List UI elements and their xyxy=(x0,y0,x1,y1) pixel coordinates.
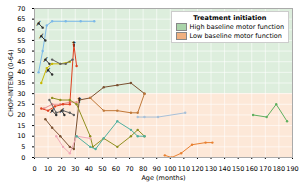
svg-text:80: 80 xyxy=(139,165,147,173)
svg-text:90: 90 xyxy=(153,165,161,173)
svg-text:30: 30 xyxy=(71,165,79,173)
svg-text:100: 100 xyxy=(164,165,176,173)
svg-text:60: 60 xyxy=(17,26,25,34)
html-text:High baseline motor function: High baseline motor function xyxy=(189,22,284,31)
svg-text:25: 25 xyxy=(17,100,25,108)
svg-text:60: 60 xyxy=(112,165,120,173)
svg-text:/: / xyxy=(39,32,45,41)
svg-text:160: 160 xyxy=(246,165,258,173)
svg-text:180: 180 xyxy=(273,165,285,173)
svg-text:30: 30 xyxy=(17,90,25,98)
svg-text:↑: ↑ xyxy=(76,96,83,105)
svg-text:0: 0 xyxy=(32,165,36,173)
svg-text:110: 110 xyxy=(178,165,190,173)
svg-text:10: 10 xyxy=(17,132,25,140)
svg-text:50: 50 xyxy=(17,47,25,55)
svg-text:35: 35 xyxy=(17,79,25,87)
svg-text:20: 20 xyxy=(58,165,66,173)
svg-text:0: 0 xyxy=(21,154,25,162)
svg-text:CHOP-INTEND (0-64): CHOP-INTEND (0-64) xyxy=(7,49,15,116)
svg-text:40: 40 xyxy=(17,68,25,76)
svg-text:/: / xyxy=(59,107,65,116)
svg-text:20: 20 xyxy=(17,111,25,119)
svg-text:55: 55 xyxy=(17,37,25,45)
svg-text:50: 50 xyxy=(98,165,106,173)
svg-text:40: 40 xyxy=(85,165,93,173)
svg-text:/: / xyxy=(43,56,49,65)
svg-text:170: 170 xyxy=(259,165,271,173)
svg-text:70: 70 xyxy=(125,165,133,173)
svg-text:Age (months): Age (months) xyxy=(141,174,185,182)
html-text:Low baseline motor function: Low baseline motor function xyxy=(189,31,282,40)
svg-text:65: 65 xyxy=(17,15,25,23)
svg-text:190: 190 xyxy=(286,165,298,173)
svg-text:150: 150 xyxy=(232,165,244,173)
svg-text:120: 120 xyxy=(191,165,203,173)
svg-text:130: 130 xyxy=(205,165,217,173)
svg-text:10: 10 xyxy=(44,165,52,173)
svg-text:15: 15 xyxy=(17,122,25,130)
svg-text:/: / xyxy=(45,66,51,75)
svg-text:/: / xyxy=(49,107,55,116)
html-text:Treatment initiation: Treatment initiation xyxy=(193,14,267,22)
svg-text:/: / xyxy=(36,19,42,28)
svg-text:140: 140 xyxy=(218,165,230,173)
svg-text:↑: ↑ xyxy=(71,40,78,49)
svg-text:5: 5 xyxy=(21,143,25,151)
svg-text:70: 70 xyxy=(17,5,25,13)
svg-text:45: 45 xyxy=(17,58,25,66)
